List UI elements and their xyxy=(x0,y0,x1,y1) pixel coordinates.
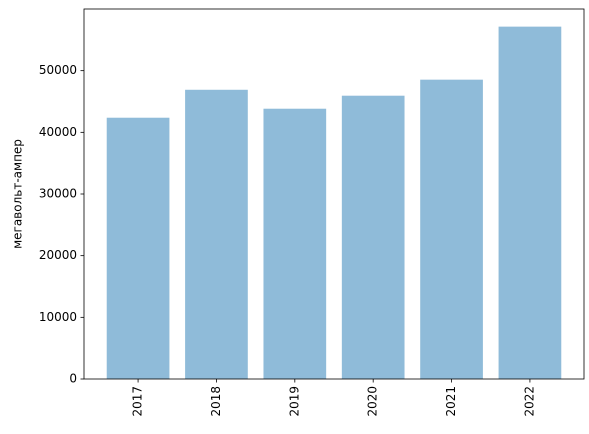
x-tick-label: 2021 xyxy=(444,386,458,417)
x-tick-label: 2018 xyxy=(209,386,223,417)
y-axis-label: мегавольт-ампер xyxy=(11,139,25,249)
bar xyxy=(106,117,170,380)
y-tick-label: 40000 xyxy=(39,125,77,139)
x-tick-label: 2022 xyxy=(522,386,536,417)
bar xyxy=(498,26,562,380)
y-tick-label: 20000 xyxy=(39,248,77,262)
y-tick-label: 30000 xyxy=(39,187,77,201)
y-tick-label: 0 xyxy=(69,372,77,386)
x-tick-label: 2019 xyxy=(287,386,301,417)
plot-frame xyxy=(83,8,585,380)
bar xyxy=(263,108,327,379)
y-tick-label: 50000 xyxy=(39,63,77,77)
bar xyxy=(420,79,483,380)
y-tick-label: 10000 xyxy=(39,310,77,324)
x-tick-label: 2017 xyxy=(131,386,145,417)
bar xyxy=(341,95,405,379)
x-tick-label: 2020 xyxy=(366,386,380,417)
bar xyxy=(185,89,248,380)
